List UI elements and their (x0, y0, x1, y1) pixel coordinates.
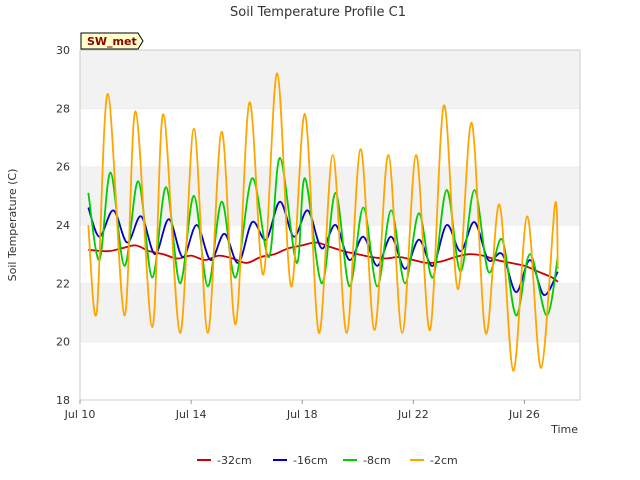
legend-label: -2cm (430, 454, 458, 467)
y-tick-label: 20 (56, 336, 70, 349)
y-tick-label: 30 (56, 44, 70, 57)
y-tick-label: 28 (56, 102, 70, 115)
series-lines (87, 72, 559, 372)
legend: -32cm -16cm -8cm -2cm (197, 454, 458, 467)
x-tick-label: Jul 22 (397, 408, 429, 421)
y-tick-label: 24 (56, 219, 70, 232)
legend-label: -8cm (363, 454, 391, 467)
x-ticks: Jul 10 Jul 14 Jul 18 Jul 22 Jul 26 (64, 400, 540, 421)
series-line-2cm (87, 72, 559, 372)
y-axis-label: Soil Temperature (C) (6, 169, 19, 282)
x-tick-label: Jul 18 (286, 408, 318, 421)
y-tick-label: 26 (56, 161, 70, 174)
station-badge: SW_met (80, 32, 144, 50)
legend-label: -32cm (217, 454, 252, 467)
grid-band (80, 341, 580, 400)
x-tick-label: Jul 14 (175, 408, 207, 421)
chart-title: Soil Temperature Profile C1 (230, 5, 406, 20)
plot-frame (79, 49, 581, 401)
x-tick-label: Jul 26 (508, 408, 540, 421)
badge-text: SW_met (87, 35, 137, 48)
y-tick-label: 18 (56, 394, 70, 407)
grid-band (80, 50, 580, 109)
badge-shape (80, 32, 144, 50)
grid-band (80, 108, 580, 167)
legend-label: -16cm (293, 454, 328, 467)
y-tick-label: 22 (56, 277, 70, 290)
y-ticks: 18 20 22 24 26 28 30 (56, 44, 70, 407)
grid-band (80, 283, 580, 342)
x-tick-label: Jul 10 (64, 408, 96, 421)
x-axis-label: Time (550, 423, 578, 436)
